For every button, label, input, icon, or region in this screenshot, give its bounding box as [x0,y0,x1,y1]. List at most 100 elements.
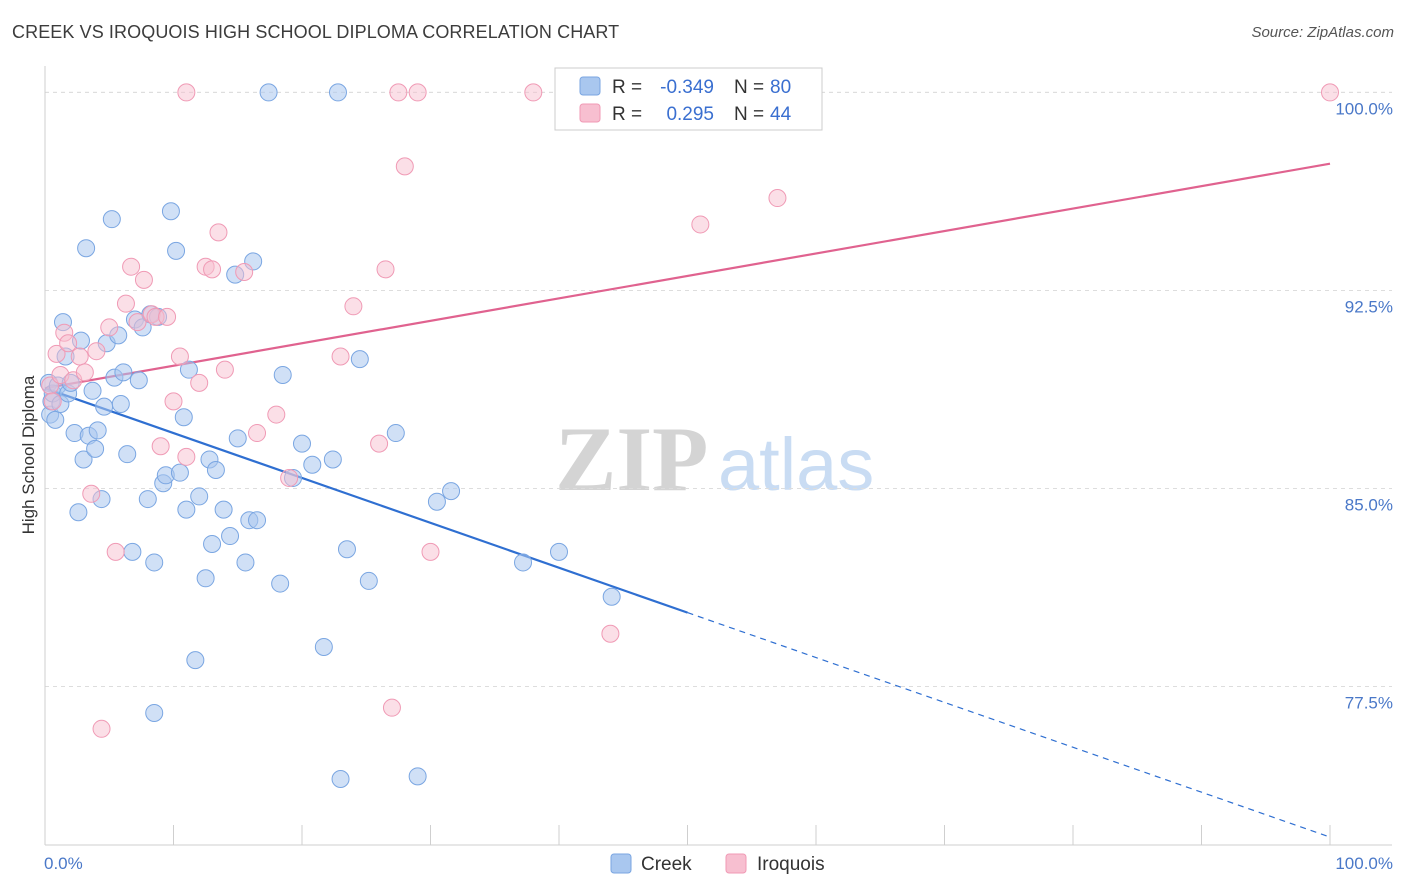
x-tick-label: 0.0% [44,854,83,873]
creek-point [174,408,193,427]
iroquois-point [421,542,440,561]
legend-creek-n: 80 [770,77,791,98]
creek-point [303,455,322,474]
iroquois-point [768,189,787,208]
creek-point [179,360,198,379]
creek-point [550,542,568,561]
iroquois-point [82,484,101,503]
iroquois-point [382,698,401,717]
creek-point [293,434,311,453]
creek-point [190,487,209,506]
legend-creek-swatch [579,76,601,96]
creek-point [88,421,107,440]
iroquois-point [70,347,89,366]
iroquois-point [1321,83,1339,102]
iroquois-point [235,262,254,281]
legend-r-label: R = [612,104,642,125]
iroquois-point [47,344,66,363]
y-tick-label: 92.5% [1345,297,1393,316]
creek-point [408,767,427,786]
iroquois-point [87,342,106,361]
iroquois-trend-line [44,162,1331,390]
creek-point [196,569,215,588]
creek-point [123,542,142,561]
creek-point [111,395,130,414]
iroquois-point [190,373,209,392]
creek-point [359,571,378,590]
creek-point [442,482,461,501]
iroquois-point [691,215,710,234]
creek-point [203,534,222,553]
iroquois-point [106,542,125,561]
bottom-legend-creek: Creek [641,854,692,875]
legend-n-label: N = [734,77,764,98]
y-tick-labels: 77.5% 85.0% 92.5% 100.0% [1335,99,1393,712]
bottom-legend-iroquois-swatch [725,853,747,874]
creek-point [331,769,350,788]
creek-point [77,239,96,258]
creek-point [214,500,233,519]
iroquois-point [524,83,543,102]
creek-point [323,450,342,469]
iroquois-point [280,468,299,487]
iroquois-point [376,260,395,279]
y-tick-label: 85.0% [1345,496,1393,515]
iroquois-point [389,83,408,102]
scatter-points [39,83,1339,788]
legend-iroquois-n: 44 [770,104,792,125]
creek-point [86,439,105,458]
creek-point [145,703,164,722]
iroquois-point [59,334,78,353]
creek-point [236,553,255,572]
iroquois-point [164,392,183,411]
creek-point [386,424,405,443]
iroquois-point [408,83,427,102]
x-tick-labels: 0.0% 100.0% [44,854,1393,873]
iroquois-point [177,447,196,466]
iroquois-point [331,347,350,366]
iroquois-point [128,313,147,332]
creek-trend-line [44,387,688,614]
watermark-zip: ZIP [555,408,708,510]
iroquois-point [601,624,620,643]
creek-point [177,500,196,519]
iroquois-point [158,307,177,326]
iroquois-point [215,360,234,379]
iroquois-point [151,437,170,456]
iroquois-point [203,260,222,279]
creek-point [271,574,290,593]
legend-creek-r: -0.349 [660,77,714,98]
x-tick-label: 100.0% [1335,854,1393,873]
iroquois-point [248,424,267,443]
bottom-legend-creek-swatch [610,853,632,874]
creek-point [167,241,186,260]
iroquois-point [43,392,62,411]
iroquois-point [370,434,389,453]
creek-point [138,490,157,509]
iroquois-point [100,318,119,337]
creek-point [102,210,121,229]
iroquois-point [170,347,189,366]
iroquois-point [209,223,228,242]
creek-trend-extension [687,612,1331,838]
creek-point [114,363,133,382]
creek-point [74,450,93,469]
creek-point [46,410,65,429]
creek-point [273,365,292,384]
bottom-legend: Creek Iroquois [610,853,825,875]
creek-point [206,461,225,480]
chart-title: CREEK VS IROQUOIS HIGH SCHOOL DIPLOMA CO… [12,22,620,42]
creek-point [161,202,180,221]
legend-r-label: R = [612,77,642,98]
y-tick-label: 77.5% [1345,694,1393,713]
creek-point [514,553,533,572]
creek-point [248,511,267,530]
iroquois-point [134,270,153,289]
creek-point [314,637,333,656]
creek-point [69,503,88,522]
source-credit: Source: ZipAtlas.com [1251,24,1394,41]
creek-point [259,83,278,102]
gridlines [45,91,1392,688]
creek-point [83,381,102,400]
